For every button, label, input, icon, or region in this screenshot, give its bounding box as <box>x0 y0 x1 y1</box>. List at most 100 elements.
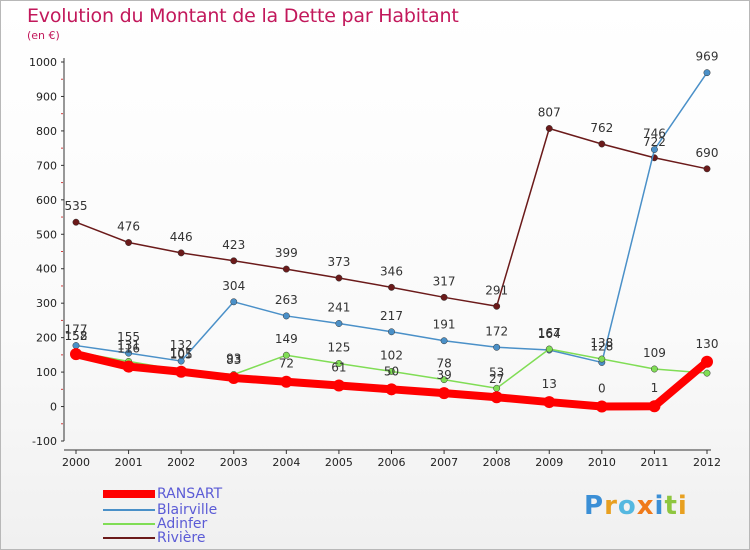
data-point <box>543 396 556 409</box>
data-point <box>545 345 553 353</box>
data-label: 130 <box>696 337 719 351</box>
y-tick-label: 500 <box>36 228 57 241</box>
legend-swatch <box>103 523 155 525</box>
data-label: 155 <box>117 330 140 344</box>
data-label: 27 <box>489 372 504 386</box>
data-point <box>493 302 501 310</box>
chart-subtitle: (en €) <box>27 29 60 42</box>
data-label: 78 <box>436 357 451 371</box>
y-tick-label: -100 <box>32 435 57 448</box>
data-label: 304 <box>222 279 245 293</box>
x-tick-label: 2012 <box>693 456 721 469</box>
data-point <box>545 125 553 132</box>
data-point <box>125 239 133 246</box>
data-label: 53 <box>489 365 504 379</box>
y-tick-label: 700 <box>36 159 57 172</box>
data-point <box>595 400 608 413</box>
data-point <box>230 298 238 306</box>
data-point <box>493 343 501 351</box>
legend-item-ransart: RANSART <box>103 487 222 501</box>
data-point <box>703 69 711 77</box>
legend-swatch <box>103 509 155 511</box>
data-label: 423 <box>222 238 245 252</box>
data-point <box>335 274 343 282</box>
data-point <box>385 383 398 396</box>
data-label: 762 <box>590 121 613 135</box>
data-point <box>72 218 80 226</box>
data-label: 535 <box>65 199 88 213</box>
y-tick-label: 300 <box>36 297 57 310</box>
x-tick-label: 2007 <box>430 456 458 469</box>
data-label: 109 <box>643 346 666 360</box>
data-point <box>335 320 343 327</box>
data-label: 164 <box>538 327 561 341</box>
legend-label: Rivière <box>157 530 206 546</box>
data-label: 317 <box>433 274 456 288</box>
data-point <box>438 387 451 400</box>
legend-item-blairville: Blairville <box>103 503 217 517</box>
x-tick-label: 2005 <box>325 456 353 469</box>
x-tick-label: 2011 <box>640 456 668 469</box>
chart-title: Evolution du Montant de la Dette par Hab… <box>27 5 459 27</box>
logo-letter: i <box>654 491 665 521</box>
data-label: 373 <box>327 255 350 269</box>
data-point <box>282 265 290 273</box>
y-tick-label: 100 <box>36 366 57 379</box>
data-label: 399 <box>275 246 298 260</box>
data-label: 167 <box>538 326 561 340</box>
data-label: 191 <box>433 318 456 332</box>
x-tick-label: 2008 <box>483 456 511 469</box>
data-point <box>175 365 188 378</box>
data-point <box>440 293 448 301</box>
x-tick-label: 2001 <box>115 456 143 469</box>
data-label: 346 <box>380 264 403 278</box>
data-point <box>122 360 135 373</box>
data-label: 102 <box>380 348 403 362</box>
data-label: 807 <box>538 105 561 119</box>
data-label: 116 <box>117 342 140 356</box>
data-point <box>332 379 345 392</box>
x-tick-label: 2000 <box>62 456 90 469</box>
logo-letter: i <box>677 491 688 521</box>
y-tick-label: 600 <box>36 194 57 207</box>
data-label: 0 <box>598 382 606 396</box>
data-label: 172 <box>485 324 508 338</box>
data-label: 83 <box>226 353 241 367</box>
data-label: 690 <box>696 146 719 160</box>
data-point <box>230 257 238 265</box>
data-label: 13 <box>542 377 557 391</box>
x-tick-label: 2002 <box>167 456 195 469</box>
data-label: 125 <box>327 340 350 354</box>
legend-item-riviere: Rivière <box>103 531 205 545</box>
data-label: 746 <box>643 127 666 141</box>
data-label: 39 <box>436 368 451 382</box>
data-point <box>177 249 185 257</box>
legend-item-adinfer: Adinfer <box>103 517 207 531</box>
data-point <box>703 165 711 173</box>
data-label: 105 <box>170 347 193 361</box>
data-point <box>388 367 395 375</box>
data-label: 101 <box>170 347 193 361</box>
logo-letter: r <box>604 491 618 521</box>
y-tick-label: 800 <box>36 125 57 138</box>
logo-letter: x <box>636 491 655 521</box>
y-tick-label: 1000 <box>29 56 57 69</box>
data-label: 128 <box>590 339 613 353</box>
data-point <box>335 360 343 367</box>
data-label: 61 <box>331 361 346 375</box>
data-label: 149 <box>275 332 298 346</box>
proxiti-logo: Proxiti <box>584 491 688 521</box>
data-point <box>177 357 185 365</box>
data-point <box>490 391 503 404</box>
data-point <box>70 348 82 361</box>
logo-letter: o <box>617 491 637 521</box>
data-label: 152 <box>65 329 88 343</box>
x-tick-label: 2010 <box>588 456 616 469</box>
data-label: 722 <box>643 135 666 149</box>
data-point <box>650 146 658 153</box>
data-label: 291 <box>485 283 508 297</box>
data-point <box>388 328 395 336</box>
data-point <box>280 375 293 388</box>
